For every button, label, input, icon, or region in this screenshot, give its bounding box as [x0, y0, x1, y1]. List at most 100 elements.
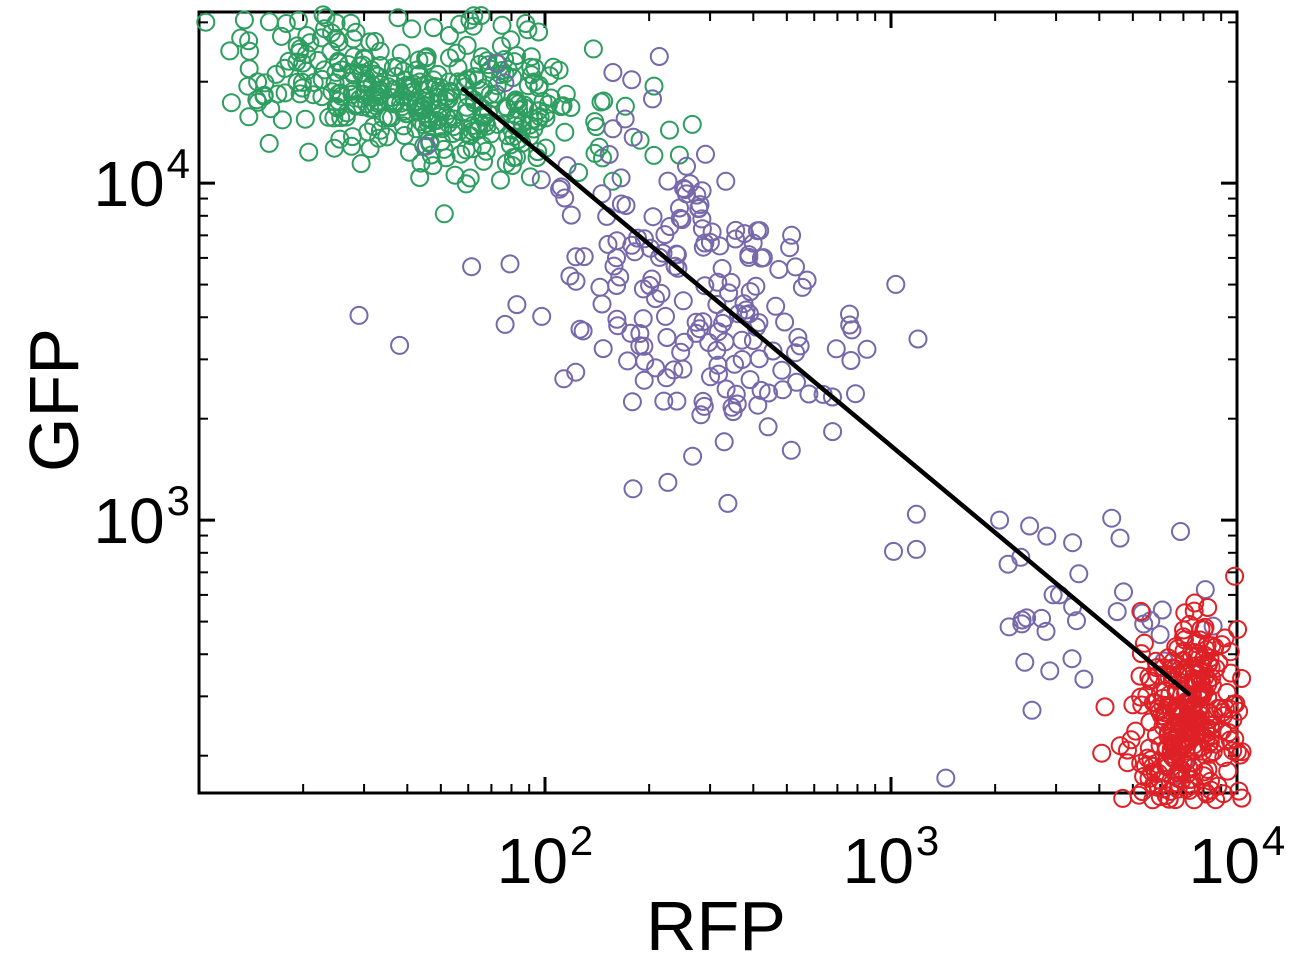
- scatter-point: [516, 14, 536, 33]
- scatter-point: [746, 276, 766, 296]
- scatter-point: [554, 369, 574, 389]
- scatter-point: [936, 768, 956, 788]
- scatter-point: [1228, 619, 1248, 639]
- scatter-point: [1118, 753, 1137, 773]
- scatter-point: [406, 119, 426, 139]
- scatter-point: [239, 107, 259, 127]
- scatter-point: [782, 225, 802, 245]
- scatter-point: [303, 85, 323, 105]
- scatter-point: [1174, 660, 1194, 680]
- scatter-point: [531, 170, 551, 190]
- scatter-point: [474, 151, 494, 171]
- scatter-point: [384, 79, 404, 99]
- scatter-point: [415, 104, 435, 124]
- scatter-point: [735, 224, 754, 244]
- scatter-point: [721, 272, 741, 292]
- scatter-point: [365, 32, 385, 51]
- scatter-point: [239, 31, 259, 51]
- scatter-point: [1167, 743, 1187, 763]
- scatter-point: [411, 153, 431, 173]
- scatter-point: [474, 78, 494, 98]
- scatter-point: [607, 248, 626, 268]
- scatter-point: [326, 13, 346, 33]
- scatter-point: [342, 136, 361, 156]
- scatter-point: [308, 51, 328, 70]
- scatter-point: [686, 323, 706, 343]
- scatter-point: [287, 36, 307, 56]
- scatter-point: [1203, 616, 1223, 636]
- scatter-point: [748, 395, 768, 415]
- scatter-point: [295, 109, 315, 129]
- scatter-point: [1017, 608, 1037, 628]
- scatter-point: [551, 177, 571, 197]
- scatter-point: [290, 84, 310, 104]
- scatter-point: [354, 85, 374, 104]
- scatter-point: [1157, 738, 1177, 758]
- scatter-point: [668, 258, 688, 278]
- scatter-point: [886, 274, 906, 294]
- scatter-point: [424, 18, 443, 38]
- scatter-point: [1043, 585, 1063, 605]
- scatter-point: [415, 91, 435, 111]
- x-axis-label: RFP: [646, 887, 786, 959]
- scatter-point: [395, 126, 414, 145]
- scatter-point: [505, 93, 525, 113]
- scatter-point: [316, 8, 336, 28]
- scatter-point: [1168, 779, 1188, 799]
- scatter-point: [671, 342, 691, 362]
- scatter-point: [692, 219, 712, 239]
- scatter-point: [787, 372, 806, 392]
- scatter-point: [990, 510, 1010, 530]
- scatter-point: [255, 73, 275, 93]
- x-tick-label: 104: [1189, 817, 1286, 897]
- scatter-point: [651, 283, 671, 303]
- scatter-point: [718, 493, 738, 513]
- scatter-point: [758, 417, 778, 437]
- scatter-point: [354, 48, 374, 68]
- scatter-point: [272, 26, 291, 46]
- scatter-point: [1214, 784, 1234, 804]
- scatter-point: [610, 267, 630, 287]
- scatter-point: [438, 109, 458, 129]
- scatter-point: [1185, 593, 1205, 613]
- scatter-point: [221, 93, 241, 113]
- scatter-point: [1143, 756, 1163, 776]
- scatter-point: [1150, 625, 1170, 645]
- plot-frame: [197, 10, 1239, 795]
- scatter-point: [1126, 721, 1146, 741]
- scatter-point: [1107, 602, 1127, 622]
- scatter-point: [1201, 715, 1220, 735]
- scatter-point: [312, 69, 332, 89]
- scatter-point: [593, 339, 613, 359]
- scatter-point: [759, 383, 778, 403]
- scatter-point: [726, 220, 746, 240]
- scatter-point: [529, 22, 549, 42]
- scatter-point: [1175, 603, 1195, 623]
- scatter-point: [449, 121, 469, 141]
- scatter-point: [884, 541, 903, 561]
- scatter-point: [234, 10, 254, 30]
- scatter-point: [388, 8, 408, 28]
- scatter-point: [196, 12, 216, 32]
- scatter-point: [739, 247, 759, 267]
- scatter-point: [708, 355, 728, 375]
- scatter-point: [607, 309, 627, 329]
- scatter-point: [319, 107, 339, 127]
- scatter-point: [341, 13, 361, 33]
- scatter-point: [708, 272, 728, 292]
- scatter-point: [840, 315, 860, 335]
- scatter-point: [550, 179, 570, 199]
- scatter-point: [998, 554, 1018, 574]
- scatter-point: [690, 195, 710, 215]
- y-tick-label: 104: [93, 140, 190, 220]
- scatter-point: [561, 98, 581, 117]
- scatter-point: [259, 133, 279, 153]
- scatter-point: [1134, 614, 1154, 634]
- scatter-point: [693, 237, 713, 257]
- scatter-point: [715, 332, 735, 352]
- scatter-point: [457, 35, 477, 55]
- scatter-point: [1143, 790, 1163, 810]
- scatter-point: [382, 108, 401, 128]
- scatter-point: [712, 259, 732, 278]
